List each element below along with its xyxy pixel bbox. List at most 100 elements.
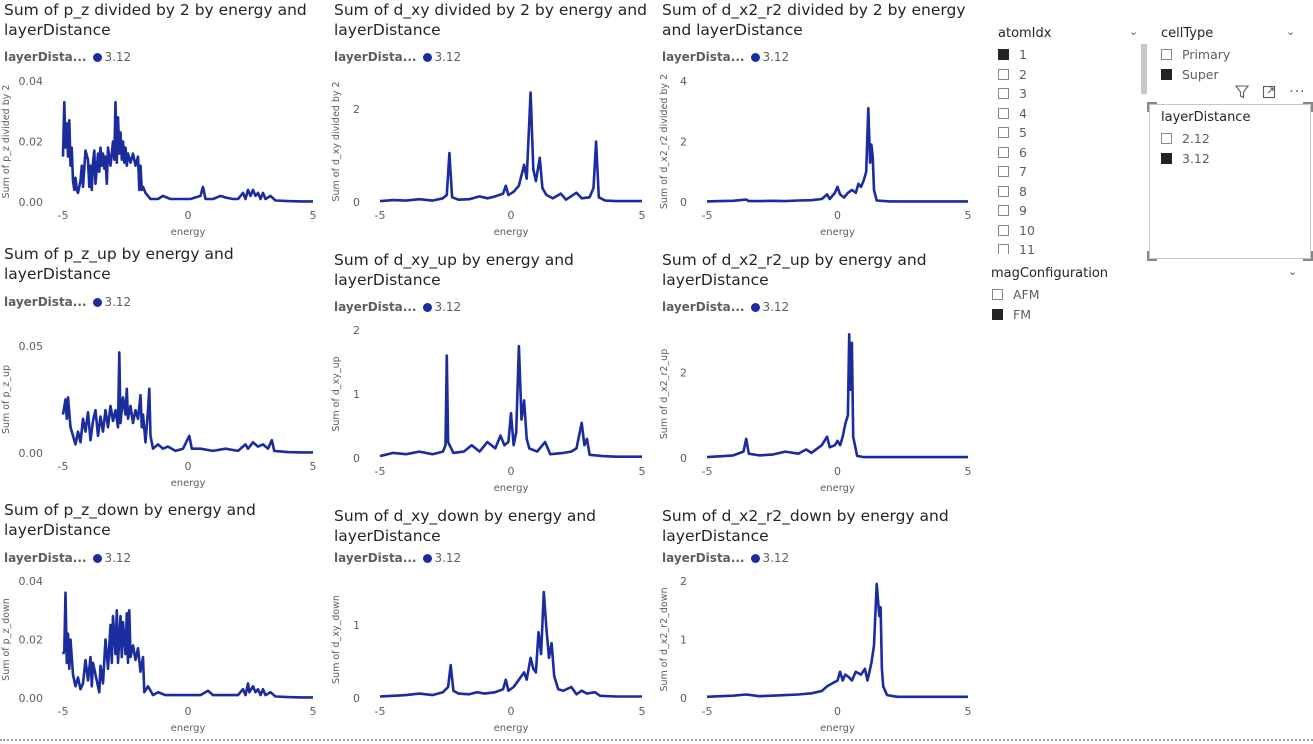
slicer-option-3-12[interactable]: 3.12 [1161,151,1210,170]
series-line[interactable] [379,91,642,203]
line-chart-svg[interactable]: Sum of d_x2_r2_down 0 1 2 -5 0 5 energy [658,567,978,738]
line-chart-visual[interactable]: Sum of d_x2_r2_down by energy and layerD… [658,500,984,740]
line-chart-svg[interactable]: Sum of d_xy_up 0 1 2 -5 0 5 energy [330,316,650,498]
checkbox[interactable] [998,205,1009,216]
slicer-option-label: 1 [1019,47,1027,62]
y-tick-label: 0.00 [19,196,44,209]
series-line[interactable] [706,106,968,203]
legend-marker [93,553,103,563]
slicer-option-3[interactable]: 3 [998,86,1027,105]
series-line[interactable] [379,590,642,698]
slicer-option-super[interactable]: Super [1161,67,1219,86]
line-chart-svg[interactable]: Sum of p_z_down 0.00 0.02 0.04 -5 0 5 energy [0,567,320,738]
legend-series-label[interactable]: 3.12 [104,551,132,565]
x-axis-label: energy [494,227,529,238]
legend-series-label[interactable]: 3.12 [104,295,132,309]
slicer-option-label: 3.12 [1182,151,1210,166]
slicer-option-10[interactable]: 10 [998,223,1035,242]
series-line[interactable] [706,582,968,699]
slicer-option-2[interactable]: 2 [998,67,1027,86]
slicer-option-5[interactable]: 5 [998,125,1027,144]
legend-series-label[interactable]: 3.12 [434,300,462,314]
slicer-scrollbar[interactable] [1141,44,1147,94]
slicer-option-7[interactable]: 7 [998,164,1027,183]
chart-legend: layerDista... 3.12 [4,50,131,64]
y-tick-label: 0 [353,692,360,705]
checkbox[interactable] [998,224,1009,236]
checkbox[interactable] [998,107,1009,119]
slicer-option-2-12[interactable]: 2.12 [1161,131,1210,150]
legend-marker [423,553,433,563]
x-tick-label: 0 [834,705,841,718]
x-tick-label: 5 [965,465,972,478]
line-chart-visual[interactable]: Sum of d_xy_up by energy and layerDistan… [330,244,656,494]
checkbox[interactable] [998,127,1009,138]
line-chart-svg[interactable]: Sum of d_x2_r2_up 0 2 -5 0 5 energy [658,316,978,498]
magconfiguration-slicer-title: magConfiguration [991,266,1109,281]
legend-series-label[interactable]: 3.12 [762,50,790,64]
y-tick-label: 2 [680,367,687,380]
checkbox[interactable] [998,185,1009,197]
line-chart-visual[interactable]: Sum of d_xy_down by energy and layerDist… [330,500,656,740]
series-line[interactable] [61,351,313,454]
checkbox[interactable] [998,49,1009,60]
line-chart-visual[interactable]: Sum of d_x2_r2 divided by 2 by energy an… [658,0,984,244]
line-chart-svg[interactable]: Sum of p_z divided by 2 0.00 0.02 0.04 -5 0 5 e… [0,67,320,242]
legend-series-label[interactable]: 3.12 [762,300,790,314]
chart-title: Sum of d_x2_r2_up by energy and layerDis… [662,251,927,289]
slicer-option-fm[interactable]: FM [992,307,1031,326]
y-tick-label: 0 [680,452,687,465]
legend-marker [751,302,761,312]
y-tick-label: 4 [680,75,687,88]
legend-series-label[interactable]: 3.12 [104,50,132,64]
series-line[interactable] [706,333,968,459]
legend-field-name: layerDista... [334,551,417,565]
chevron-down-icon[interactable]: ⌄ [1129,26,1139,38]
line-chart-svg[interactable]: Sum of p_z_up 0.00 0.05 -5 0 5 energy [0,332,320,493]
slicer-option-afm[interactable]: AFM [992,287,1040,306]
line-chart-svg[interactable]: Sum of d_xy_down 0 1 -5 0 5 energy [330,567,650,738]
series-line[interactable] [379,344,642,458]
y-tick-label: 0.05 [19,340,44,353]
series-line[interactable] [61,591,313,699]
checkbox[interactable] [992,309,1003,320]
checkbox[interactable] [998,88,1009,99]
legend-series-label[interactable]: 3.12 [434,551,462,565]
line-chart-visual[interactable]: Sum of p_z_up by energy and layerDistanc… [0,244,326,489]
slicer-option-1[interactable]: 1 [998,47,1027,66]
legend-series-label[interactable]: 3.12 [434,50,462,64]
checkbox[interactable] [998,68,1009,80]
line-chart-visual[interactable]: Sum of p_z_down by energy and layerDista… [0,500,326,740]
chevron-down-icon[interactable]: ⌄ [1288,265,1298,278]
filter-icon[interactable] [1234,85,1250,103]
chart-title: Sum of d_x2_r2_down by energy and layerD… [662,507,949,545]
series-line[interactable] [61,100,313,203]
checkbox[interactable] [1161,49,1172,60]
checkbox[interactable] [998,146,1009,158]
checkbox[interactable] [998,166,1009,177]
y-tick-label: 0.02 [19,136,44,149]
line-chart-svg[interactable]: Sum of d_x2_r2 divided by 2 0 2 4 -5 0 5 energy [658,67,978,242]
x-tick-label: 5 [310,705,317,718]
slicer-option-6[interactable]: 6 [998,145,1027,164]
y-axis-label: Sum of d_x2_r2_down [659,587,670,691]
legend-series-label[interactable]: 3.12 [762,551,790,565]
checkbox[interactable] [1161,133,1172,144]
magconfiguration-slicer: magConfiguration ⌄ AFM FM [990,265,1308,330]
slicer-option-4[interactable]: 4 [998,106,1027,125]
line-chart-visual[interactable]: Sum of p_z divided by 2 by energy and la… [0,0,326,244]
line-chart-svg[interactable]: Sum of d_xy divided by 2 0 2 -5 0 5 energy [330,67,650,242]
chevron-down-icon[interactable]: ⌄ [1286,25,1296,38]
checkbox[interactable] [1161,69,1172,80]
slicer-option-11[interactable]: 11 [998,242,1035,254]
more-options-icon[interactable]: ··· [1289,84,1306,100]
checkbox[interactable] [1161,153,1172,164]
checkbox[interactable] [998,244,1009,254]
focus-mode-icon[interactable] [1262,85,1276,103]
slicer-option-9[interactable]: 9 [998,203,1027,222]
checkbox[interactable] [992,289,1003,300]
slicer-option-8[interactable]: 8 [998,184,1027,203]
line-chart-visual[interactable]: Sum of d_x2_r2_up by energy and layerDis… [658,244,984,494]
line-chart-visual[interactable]: Sum of d_xy divided by 2 by energy and l… [330,0,656,244]
slicer-option-primary[interactable]: Primary [1161,47,1230,66]
